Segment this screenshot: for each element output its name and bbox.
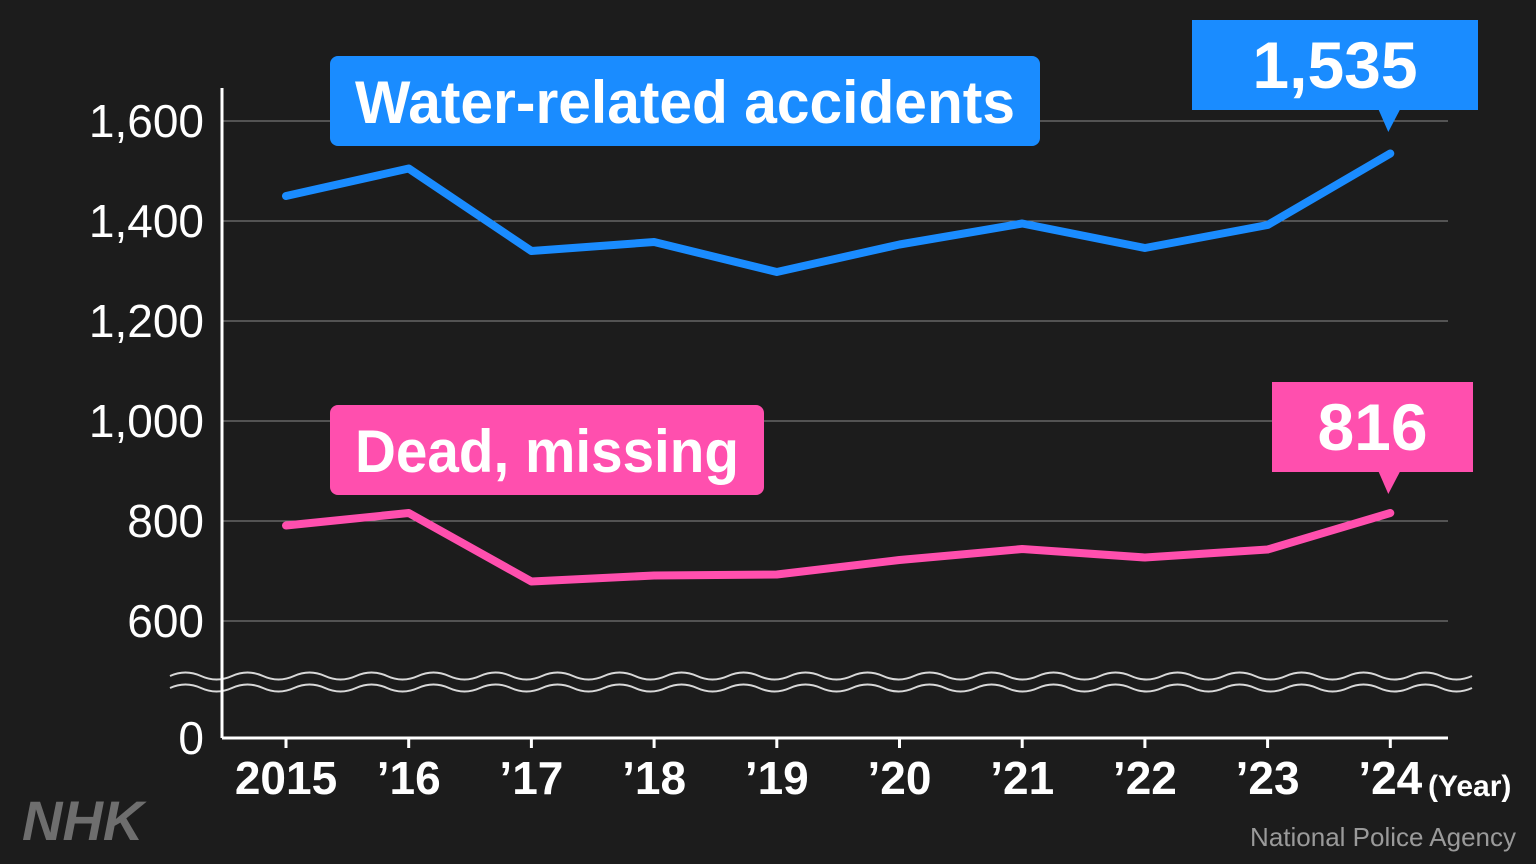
end-value-box	[1192, 20, 1478, 110]
end-value-pointer	[1378, 109, 1401, 132]
source-credit: National Police Agency	[1250, 822, 1516, 852]
series-label-water-accidents: Water-related accidents	[330, 56, 1040, 146]
data-point	[899, 559, 900, 561]
series-lines	[282, 149, 1395, 586]
series-label-text: Dead, missing	[355, 418, 739, 485]
data-point	[776, 271, 778, 273]
x-tick-label: ’23	[1236, 752, 1300, 804]
series-label-box	[330, 56, 1040, 146]
y-tick-label: 1,000	[89, 395, 204, 447]
data-point	[285, 525, 287, 526]
end-value-callout-water-accidents: 1,535	[1192, 20, 1478, 132]
x-tick-label: ’24	[1358, 752, 1422, 804]
data-point	[1144, 247, 1146, 249]
series-line-water-accidents	[282, 149, 1395, 276]
x-tick-labels: 2015 ’16 ’17 ’18 ’19 ’20 ’21 ’22 ’23 ’24	[235, 752, 1423, 804]
y-tick-label: 800	[127, 495, 204, 547]
data-point	[1389, 512, 1391, 514]
data-point	[1144, 557, 1146, 558]
nhk-logo: NHK	[22, 789, 147, 852]
end-value-box	[1272, 382, 1473, 472]
data-point	[776, 574, 778, 575]
data-point	[899, 244, 900, 245]
x-tick-label: ’17	[499, 752, 563, 804]
axis-break-wave	[169, 671, 1473, 681]
y-tick-label: 600	[127, 595, 204, 647]
x-tick-label: ’20	[868, 752, 932, 804]
series-labels: Water-related accidents 1,535 Dead, missin…	[330, 20, 1478, 495]
y-tick-labels: 1,600 1,400 1,200 1,000 800 600 0	[89, 95, 204, 764]
data-point	[1021, 223, 1023, 224]
end-value-pointer	[1378, 471, 1401, 494]
x-tick-label: 2015	[235, 752, 337, 804]
data-point	[1389, 153, 1391, 154]
x-tick-label: ’19	[745, 752, 809, 804]
data-point	[530, 581, 532, 582]
data-point	[653, 575, 655, 576]
series-line-dead-missing	[282, 509, 1395, 586]
data-point	[530, 250, 532, 252]
x-tick-label: ’21	[990, 752, 1054, 804]
data-point	[408, 168, 410, 169]
data-point	[285, 195, 287, 197]
series-label-dead-missing: Dead, missing	[330, 405, 764, 495]
axis-break-wave	[169, 683, 1473, 693]
y-tick-label: 1,200	[89, 295, 204, 347]
series-label-text: Water-related accidents	[355, 69, 1015, 136]
y-tick-label: 1,600	[89, 95, 204, 147]
axes	[220, 88, 1448, 748]
x-tick-label: ’18	[622, 752, 686, 804]
end-value-text: 816	[1317, 390, 1427, 464]
data-point	[1267, 224, 1269, 226]
data-point	[1267, 549, 1269, 550]
x-tick-label: ’22	[1113, 752, 1177, 804]
y-tick-label: 1,400	[89, 195, 204, 247]
y-tick-label: 0	[178, 712, 204, 764]
axis-break-mark	[169, 668, 1473, 694]
x-tick-label: ’16	[377, 752, 441, 804]
data-point	[1021, 548, 1023, 550]
x-unit-label: (Year)	[1428, 770, 1511, 803]
end-value-callout-dead-missing: 816	[1272, 382, 1473, 494]
series-label-box	[330, 405, 764, 495]
end-value-text: 1,535	[1252, 28, 1417, 102]
data-point	[653, 241, 655, 243]
data-point	[408, 512, 410, 514]
